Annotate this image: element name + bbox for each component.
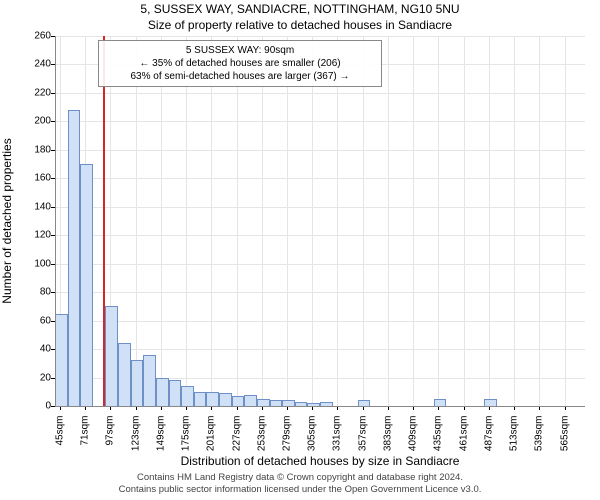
gridline-x: [464, 36, 465, 406]
ytick-label: 60: [40, 315, 55, 326]
histogram-bar: [206, 392, 219, 406]
gridline-y: [55, 292, 585, 293]
marker-line: [103, 36, 105, 406]
gridline-y: [55, 121, 585, 122]
gridline-x: [287, 36, 288, 406]
xtick-label: 97sqm: [105, 416, 116, 446]
gridline-x: [136, 36, 137, 406]
histogram-bar: [219, 393, 232, 406]
annotation-box: 5 SUSSEX WAY: 90sqm ← 35% of detached hou…: [98, 40, 382, 87]
histogram-bar: [118, 343, 131, 406]
histogram-bar: [257, 399, 270, 406]
chart-title: 5, SUSSEX WAY, SANDIACRE, NOTTINGHAM, NG…: [0, 2, 600, 16]
ytick-label: 220: [34, 87, 55, 98]
xtick-label: 383sqm: [382, 416, 393, 452]
gridline-x: [565, 36, 566, 406]
gridline-x: [388, 36, 389, 406]
gridline-x: [413, 36, 414, 406]
plot-area: 02040608010012014016018020022024026045sq…: [55, 36, 585, 406]
ytick-label: 180: [34, 144, 55, 155]
histogram-bar: [131, 360, 144, 406]
xtick-label: 253sqm: [256, 416, 267, 452]
xtick-label: 305sqm: [307, 416, 318, 452]
histogram-bar: [143, 355, 156, 406]
xtick-label: 409sqm: [408, 416, 419, 452]
footer-attribution: Contains HM Land Registry data © Crown c…: [0, 472, 600, 496]
gridline-y: [55, 93, 585, 94]
histogram-bar: [68, 110, 81, 406]
xtick-label: 461sqm: [458, 416, 469, 452]
histogram-bar: [232, 396, 245, 406]
y-axis-title: Number of detached properties: [0, 138, 14, 303]
gridline-x: [211, 36, 212, 406]
histogram-bar: [156, 378, 169, 406]
xtick-label: 123sqm: [130, 416, 141, 452]
ytick-label: 240: [34, 59, 55, 70]
gridline-x: [237, 36, 238, 406]
gridline-x: [539, 36, 540, 406]
xtick-label: 435sqm: [433, 416, 444, 452]
gridline-x: [262, 36, 263, 406]
annotation-line-1: 5 SUSSEX WAY: 90sqm: [186, 45, 294, 56]
xtick-label: 487sqm: [483, 416, 494, 452]
gridline-y: [55, 321, 585, 322]
gridline-x: [489, 36, 490, 406]
gridline-x: [186, 36, 187, 406]
ytick-label: 20: [40, 372, 55, 383]
ytick-label: 160: [34, 173, 55, 184]
footer-line-2: Contains public sector information licen…: [119, 484, 482, 495]
ytick-label: 80: [40, 287, 55, 298]
histogram-bar: [244, 395, 257, 406]
ytick-label: 120: [34, 230, 55, 241]
gridline-x: [337, 36, 338, 406]
histogram-bar: [181, 386, 194, 406]
histogram-bar: [434, 399, 447, 406]
ytick-label: 100: [34, 258, 55, 269]
ytick-label: 40: [40, 344, 55, 355]
xtick-label: 539sqm: [534, 416, 545, 452]
xtick-label: 513sqm: [509, 416, 520, 452]
footer-line-1: Contains HM Land Registry data © Crown c…: [137, 472, 463, 483]
xtick-label: 45sqm: [54, 416, 65, 446]
ytick-label: 140: [34, 201, 55, 212]
histogram-bar: [55, 314, 68, 407]
xtick-label: 175sqm: [181, 416, 192, 452]
ytick-label: 0: [45, 401, 55, 412]
gridline-x: [312, 36, 313, 406]
xtick-label: 227sqm: [231, 416, 242, 452]
histogram-bar: [194, 392, 207, 406]
histogram-bar: [105, 306, 118, 406]
ytick-label: 200: [34, 116, 55, 127]
annotation-line-3: 63% of semi-detached houses are larger (…: [130, 71, 349, 82]
xtick-label: 149sqm: [155, 416, 166, 452]
xtick-label: 71sqm: [80, 416, 91, 446]
x-axis-title: Distribution of detached houses by size …: [55, 454, 585, 468]
histogram-bar: [80, 164, 93, 406]
histogram-bar: [169, 380, 182, 406]
gridline-y: [55, 36, 585, 37]
xtick-label: 331sqm: [332, 416, 343, 452]
gridline-x: [514, 36, 515, 406]
histogram-bar: [484, 399, 497, 406]
chart-subtitle: Size of property relative to detached ho…: [0, 18, 600, 32]
y-axis-line: [55, 36, 56, 406]
ytick-label: 260: [34, 31, 55, 42]
gridline-y: [55, 235, 585, 236]
gridline-y: [55, 349, 585, 350]
gridline-y: [55, 150, 585, 151]
gridline-x: [363, 36, 364, 406]
gridline-x: [438, 36, 439, 406]
xtick-label: 357sqm: [357, 416, 368, 452]
gridline-y: [55, 207, 585, 208]
x-axis-line: [55, 406, 585, 407]
gridline-y: [55, 264, 585, 265]
xtick-label: 201sqm: [206, 416, 217, 452]
gridline-x: [161, 36, 162, 406]
xtick-label: 565sqm: [559, 416, 570, 452]
xtick-label: 279sqm: [281, 416, 292, 452]
gridline-y: [55, 178, 585, 179]
annotation-line-2: ← 35% of detached houses are smaller (20…: [139, 58, 340, 69]
